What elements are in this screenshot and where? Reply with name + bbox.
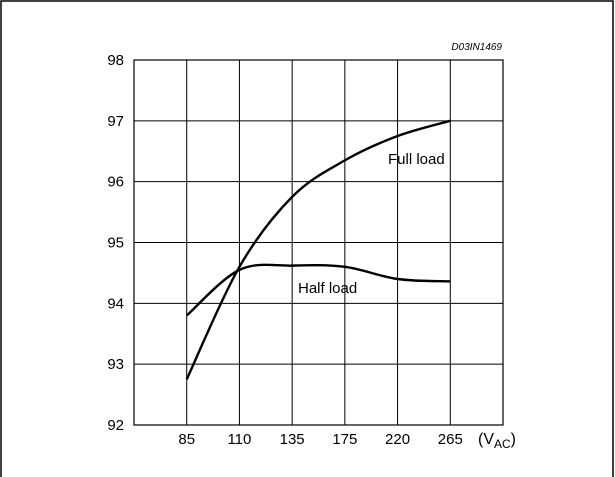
y-tick-label: 95 xyxy=(107,235,124,252)
figure-code: D03IN1469 xyxy=(451,42,502,53)
y-tick-labels: 92 93 94 95 96 97 98 xyxy=(107,52,124,434)
x-tick-label: 220 xyxy=(385,431,410,448)
x-tick-label: 110 xyxy=(227,431,251,448)
x-tick-label: 175 xyxy=(332,431,357,448)
y-tick-label: 97 xyxy=(107,113,124,130)
y-tick-label: 93 xyxy=(107,356,124,373)
y-tick-label: 98 xyxy=(107,52,124,69)
y-tick-label: 94 xyxy=(107,295,124,312)
x-tick-label: 265 xyxy=(438,431,463,448)
y-tick-label: 96 xyxy=(107,174,124,191)
x-tick-labels: 85 110 135 175 220 265 xyxy=(178,431,462,448)
x-tick-label: 85 xyxy=(178,431,195,448)
grid xyxy=(133,59,504,426)
x-tick-label: 135 xyxy=(280,431,305,448)
y-tick-label: 92 xyxy=(107,417,124,434)
series-labels: Full load Half load xyxy=(298,151,445,297)
series-line-half-load xyxy=(185,263,451,317)
series-line-full-load xyxy=(185,119,451,380)
series-group xyxy=(185,119,451,380)
series-label-full-load: Full load xyxy=(388,151,445,168)
series-label-half-load: Half load xyxy=(298,280,357,297)
x-unit-label: (VAC) xyxy=(478,431,516,451)
